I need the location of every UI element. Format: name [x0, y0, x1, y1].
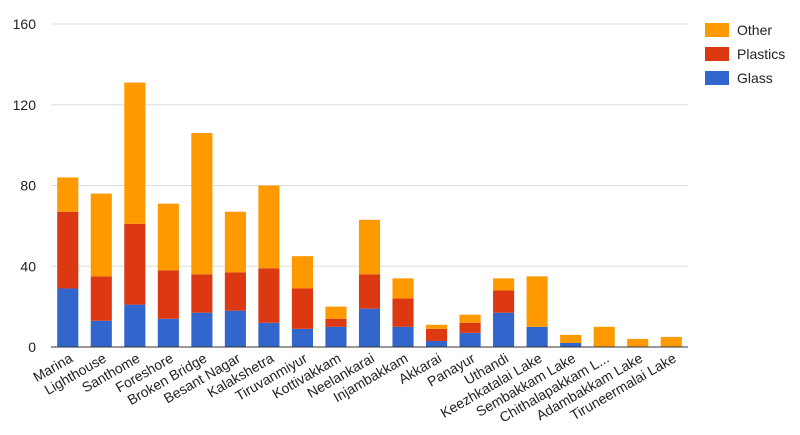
bar-glass-3: [124, 304, 146, 347]
bar-glass-4: [157, 318, 179, 347]
bar-glass-8: [291, 328, 314, 347]
bar-plastics-5: [191, 274, 213, 313]
y-tick-label: 0: [28, 339, 36, 355]
bar-plastics-9: [325, 318, 347, 327]
bar-other-14: [493, 278, 515, 291]
bar-glass-9: [325, 326, 347, 347]
bar-other-9: [325, 306, 347, 319]
y-tick-label: 80: [20, 178, 36, 194]
y-tick-label: 120: [13, 97, 37, 113]
bar-other-6: [224, 211, 246, 273]
bar-other-17: [593, 326, 615, 347]
bar-plastics-3: [124, 223, 146, 305]
legend-swatch-plastics: [705, 47, 729, 61]
legend-swatch-glass: [705, 71, 729, 85]
bar-glass-16: [560, 342, 582, 347]
bar-glass-7: [258, 322, 280, 347]
bar-other-1: [57, 177, 79, 212]
bar-other-12: [425, 324, 448, 329]
legend-label-other: Other: [737, 22, 772, 38]
y-tick-label: 160: [13, 16, 37, 32]
bar-glass-13: [459, 332, 481, 347]
bar-plastics-10: [358, 274, 381, 309]
bar-plastics-8: [291, 288, 314, 329]
bar-plastics-1: [57, 211, 79, 289]
legend: Other Plastics Glass: [705, 22, 785, 86]
bar-plastics-11: [392, 298, 414, 327]
y-axis-ticks: 0 40 80 120 160: [13, 16, 37, 355]
bars: [57, 82, 682, 347]
bar-other-11: [392, 278, 414, 299]
bar-other-2: [90, 193, 112, 277]
bar-other-16: [560, 334, 582, 343]
bar-glass-1: [57, 288, 79, 347]
bar-other-7: [258, 185, 280, 269]
bar-other-5: [191, 133, 213, 275]
bar-glass-5: [191, 312, 213, 347]
bar-glass-2: [90, 320, 112, 347]
bar-other-8: [291, 256, 314, 289]
bar-glass-12: [425, 340, 448, 347]
bar-other-15: [526, 276, 548, 327]
y-tick-label: 40: [20, 258, 36, 274]
legend-label-glass: Glass: [737, 70, 773, 86]
legend-swatch-other: [705, 23, 729, 37]
bar-plastics-13: [459, 322, 481, 333]
bar-plastics-14: [493, 290, 515, 313]
bar-plastics-7: [258, 268, 280, 323]
bar-glass-14: [493, 312, 515, 347]
x-axis-ticks: MarinaLighthouseSanthomeForeshoreBroken …: [30, 350, 679, 426]
bar-plastics-2: [90, 276, 112, 321]
bar-glass-10: [358, 308, 381, 347]
bar-other-10: [358, 219, 381, 275]
bar-glass-15: [526, 326, 548, 347]
bar-plastics-12: [425, 328, 448, 341]
bar-other-19: [660, 336, 682, 347]
bar-plastics-4: [157, 270, 179, 319]
bar-other-4: [157, 203, 179, 271]
bar-other-3: [124, 82, 146, 224]
bar-glass-6: [224, 310, 246, 347]
bar-glass-11: [392, 326, 414, 347]
legend-label-plastics: Plastics: [737, 46, 785, 62]
bar-other-18: [627, 338, 649, 347]
bar-plastics-6: [224, 272, 246, 311]
bar-other-13: [459, 314, 481, 323]
